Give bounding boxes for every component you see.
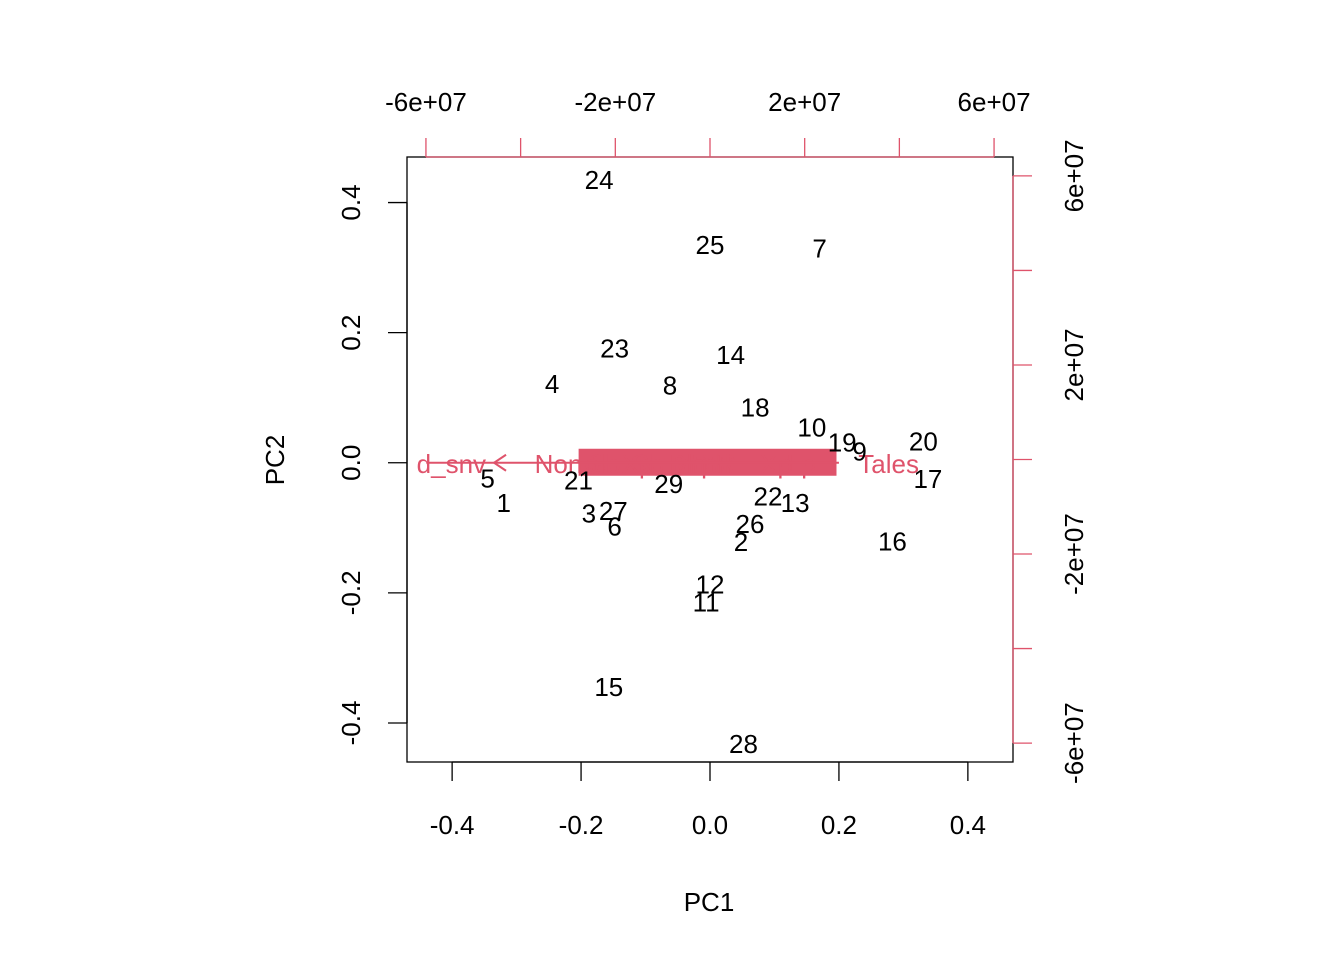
observation-label: 18 — [741, 392, 770, 422]
x-tick-label: -0.2 — [559, 810, 604, 840]
y-tick-label: 0.2 — [336, 315, 366, 351]
y-tick-label: -0.2 — [336, 570, 366, 615]
observation-label: 8 — [663, 370, 677, 400]
loading-label: Tales — [858, 449, 919, 479]
observation-label: 25 — [696, 230, 725, 260]
right-tick-label: -6e+07 — [1059, 702, 1089, 784]
observation-label: 26 — [736, 509, 765, 539]
top-tick-label: -6e+07 — [385, 87, 467, 117]
observation-label: 17 — [913, 464, 942, 494]
observation-label: 11 — [693, 588, 720, 618]
observation-label: 13 — [781, 488, 810, 518]
loading-arrowhead — [492, 453, 507, 472]
observation-label: 28 — [729, 729, 758, 759]
top-tick-label: -2e+07 — [574, 87, 656, 117]
observation-label: 4 — [545, 369, 559, 399]
observation-label: 10 — [797, 413, 826, 443]
y-axis-label: PC2 — [260, 435, 290, 486]
observation-label: 16 — [878, 526, 907, 556]
observation-label: 27 — [599, 496, 628, 526]
observation-label: 29 — [654, 469, 683, 499]
x-tick-label: 0.2 — [821, 810, 857, 840]
top-tick-label: 6e+07 — [958, 87, 1031, 117]
observation-label: 5 — [480, 463, 494, 493]
y-axis-left: -0.4 -0.2 0.0 0.2 0.4 — [336, 184, 408, 746]
right-tick-label: 6e+07 — [1059, 139, 1089, 212]
x-tick-label: -0.4 — [430, 810, 475, 840]
x-axis-bottom: -0.4 -0.2 0.0 0.2 0.4 — [430, 761, 986, 840]
observation-label: 3 — [582, 498, 596, 528]
y-tick-label: 0.0 — [336, 445, 366, 481]
loading-label: d_snv — [417, 449, 486, 479]
x-tick-label: 0.0 — [692, 810, 728, 840]
observation-label: 20 — [909, 426, 938, 456]
observation-label: 9 — [852, 437, 866, 467]
x-axis-top-loadings: -6e+07 -2e+07 2e+07 6e+07 — [385, 87, 1031, 158]
observation-label: 21 — [564, 465, 593, 495]
observation-label: 14 — [716, 340, 745, 370]
loading-label: Non — [535, 449, 583, 479]
observation-label: 24 — [585, 165, 614, 195]
observation-label: 23 — [600, 333, 629, 363]
x-tick-label: 0.4 — [950, 810, 986, 840]
x-axis-label: PC1 — [684, 887, 735, 917]
observation-label: 22 — [754, 482, 783, 512]
y-axis-right-loadings: -6e+07 -2e+07 2e+07 6e+07 — [1012, 139, 1089, 784]
observation-label: 15 — [594, 672, 623, 702]
observation-label: 12 — [696, 569, 725, 599]
observation-label: 6 — [607, 512, 621, 542]
y-tick-label: -0.4 — [336, 701, 366, 746]
axes-layer: -0.4 -0.2 0.0 0.2 0.4 -0.4 -0.2 0.0 0.2 0.4 -6e+07… — [336, 87, 1089, 840]
observation-label: 1 — [496, 488, 510, 518]
right-tick-label: 2e+07 — [1059, 328, 1089, 401]
observation-label: 2 — [734, 527, 748, 557]
observation-label: 7 — [812, 234, 826, 264]
right-tick-label: -2e+07 — [1059, 513, 1089, 595]
top-tick-label: 2e+07 — [768, 87, 841, 117]
observation-label: 19 — [828, 428, 857, 458]
y-tick-label: 0.4 — [336, 184, 366, 220]
